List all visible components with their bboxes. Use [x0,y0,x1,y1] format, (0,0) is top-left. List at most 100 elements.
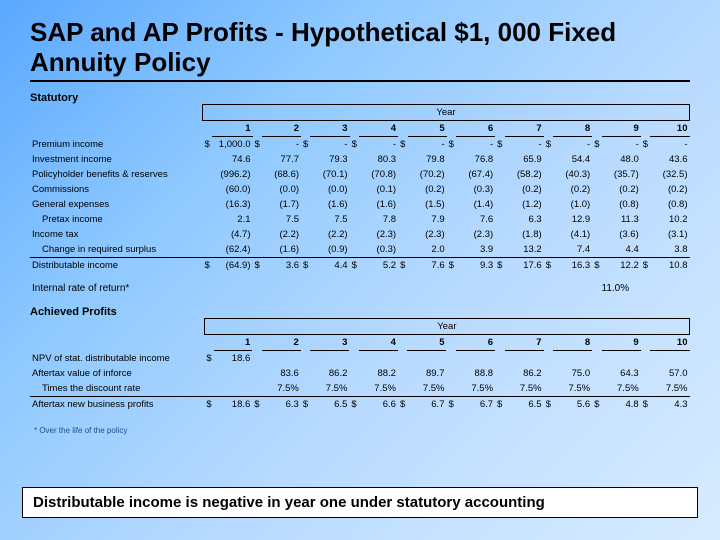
col-head: 9 [602,334,641,350]
cell: 6.3 [505,212,544,227]
cell: 57.0 [650,366,689,381]
cell: 89.7 [407,366,446,381]
row-label: General expenses [30,197,202,212]
cell: (58.2) [505,167,544,182]
row-label: Investment income [30,152,202,167]
cell: (0.0) [310,182,349,197]
cell: (996.2) [212,167,253,182]
cell: (4.7) [212,227,253,242]
cell: (68.6) [262,167,301,182]
cell: 12.2 [602,257,641,273]
cell: (0.2) [553,182,592,197]
cell: (0.2) [505,182,544,197]
cell: - [456,136,495,152]
cell: 6.6 [359,396,398,412]
cell: (32.5) [650,167,689,182]
cell: (35.7) [602,167,641,182]
row-label: Aftertax new business profits [30,396,204,412]
cell: 12.9 [553,212,592,227]
cell: 64.3 [602,366,641,381]
cell: (16.3) [212,197,253,212]
col-head: 7 [505,334,544,350]
col-head: 1 [212,120,253,136]
cell: (0.2) [602,182,641,197]
cell: 16.3 [553,257,592,273]
cell: 17.6 [505,257,544,273]
row-label: Premium income [30,136,202,152]
col-head: 5 [407,334,446,350]
cell: 3.9 [456,242,495,258]
cell: 7.5% [310,381,349,397]
cell: 1,000.0 [212,136,253,152]
cell: - [602,136,641,152]
cell: (0.0) [262,182,301,197]
cell: 7.5% [553,381,592,397]
achieved-table: Year12345678910NPV of stat. distributabl… [30,318,690,412]
cell: (1.6) [359,197,398,212]
cell: (0.9) [310,242,349,258]
cell: 7.5% [602,381,641,397]
cell: - [359,136,398,152]
cell [553,350,592,366]
cell: 88.8 [456,366,495,381]
cell: (67.4) [456,167,495,182]
row-label: Distributable income [30,257,202,273]
cell: (2.3) [408,227,447,242]
cell: (0.8) [602,197,641,212]
callout-box: Distributable income is negative in year… [22,487,698,518]
cell: 4.8 [602,396,641,412]
irr-label: Internal rate of return* [30,281,541,296]
cell: 79.3 [310,152,349,167]
cell [262,350,301,366]
row-label: Commissions [30,182,202,197]
col-head: 6 [456,120,495,136]
cell: 80.3 [359,152,398,167]
cell: 77.7 [262,152,301,167]
cell: (1.2) [505,197,544,212]
cell: - [408,136,447,152]
cell: (70.8) [359,167,398,182]
cell: 7.6 [408,257,447,273]
row-label: Policyholder benefits & reserves [30,167,202,182]
cell: (62.4) [212,242,253,258]
cell [602,350,641,366]
year-header: Year [202,104,689,120]
col-head: 4 [359,334,398,350]
cell: 7.9 [408,212,447,227]
col-head: 3 [310,334,349,350]
cell: 5.2 [359,257,398,273]
row-label: Pretax income [30,212,202,227]
cell: 2.0 [408,242,447,258]
cell: (3.1) [650,227,689,242]
cell: 54.4 [553,152,592,167]
col-head: 2 [262,120,301,136]
cell [456,350,495,366]
achieved-label: Achieved Profits [30,306,690,318]
cell: 7.5% [407,381,446,397]
cell: 18.6 [214,396,252,412]
row-label: Times the discount rate [30,381,204,397]
cell: (64.9) [212,257,253,273]
cell: 5.6 [553,396,592,412]
cell: 4.3 [650,396,689,412]
cell: (1.8) [505,227,544,242]
cell: 88.2 [359,366,398,381]
col-head: 7 [505,120,544,136]
cell [214,381,252,397]
cell: 7.5 [310,212,349,227]
col-head: 10 [650,120,689,136]
cell: (4.1) [553,227,592,242]
cell: (0.8) [650,197,689,212]
col-head: 9 [602,120,641,136]
cell: 6.5 [310,396,349,412]
cell: (2.3) [456,227,495,242]
row-label: Change in required surplus [30,242,202,258]
cell: (2.3) [359,227,398,242]
cell: 75.0 [553,366,592,381]
col-head: 5 [408,120,447,136]
col-head: 3 [310,120,349,136]
cell: 6.5 [505,396,544,412]
cell: (0.2) [650,182,689,197]
col-head: 2 [262,334,301,350]
cell: (70.1) [310,167,349,182]
